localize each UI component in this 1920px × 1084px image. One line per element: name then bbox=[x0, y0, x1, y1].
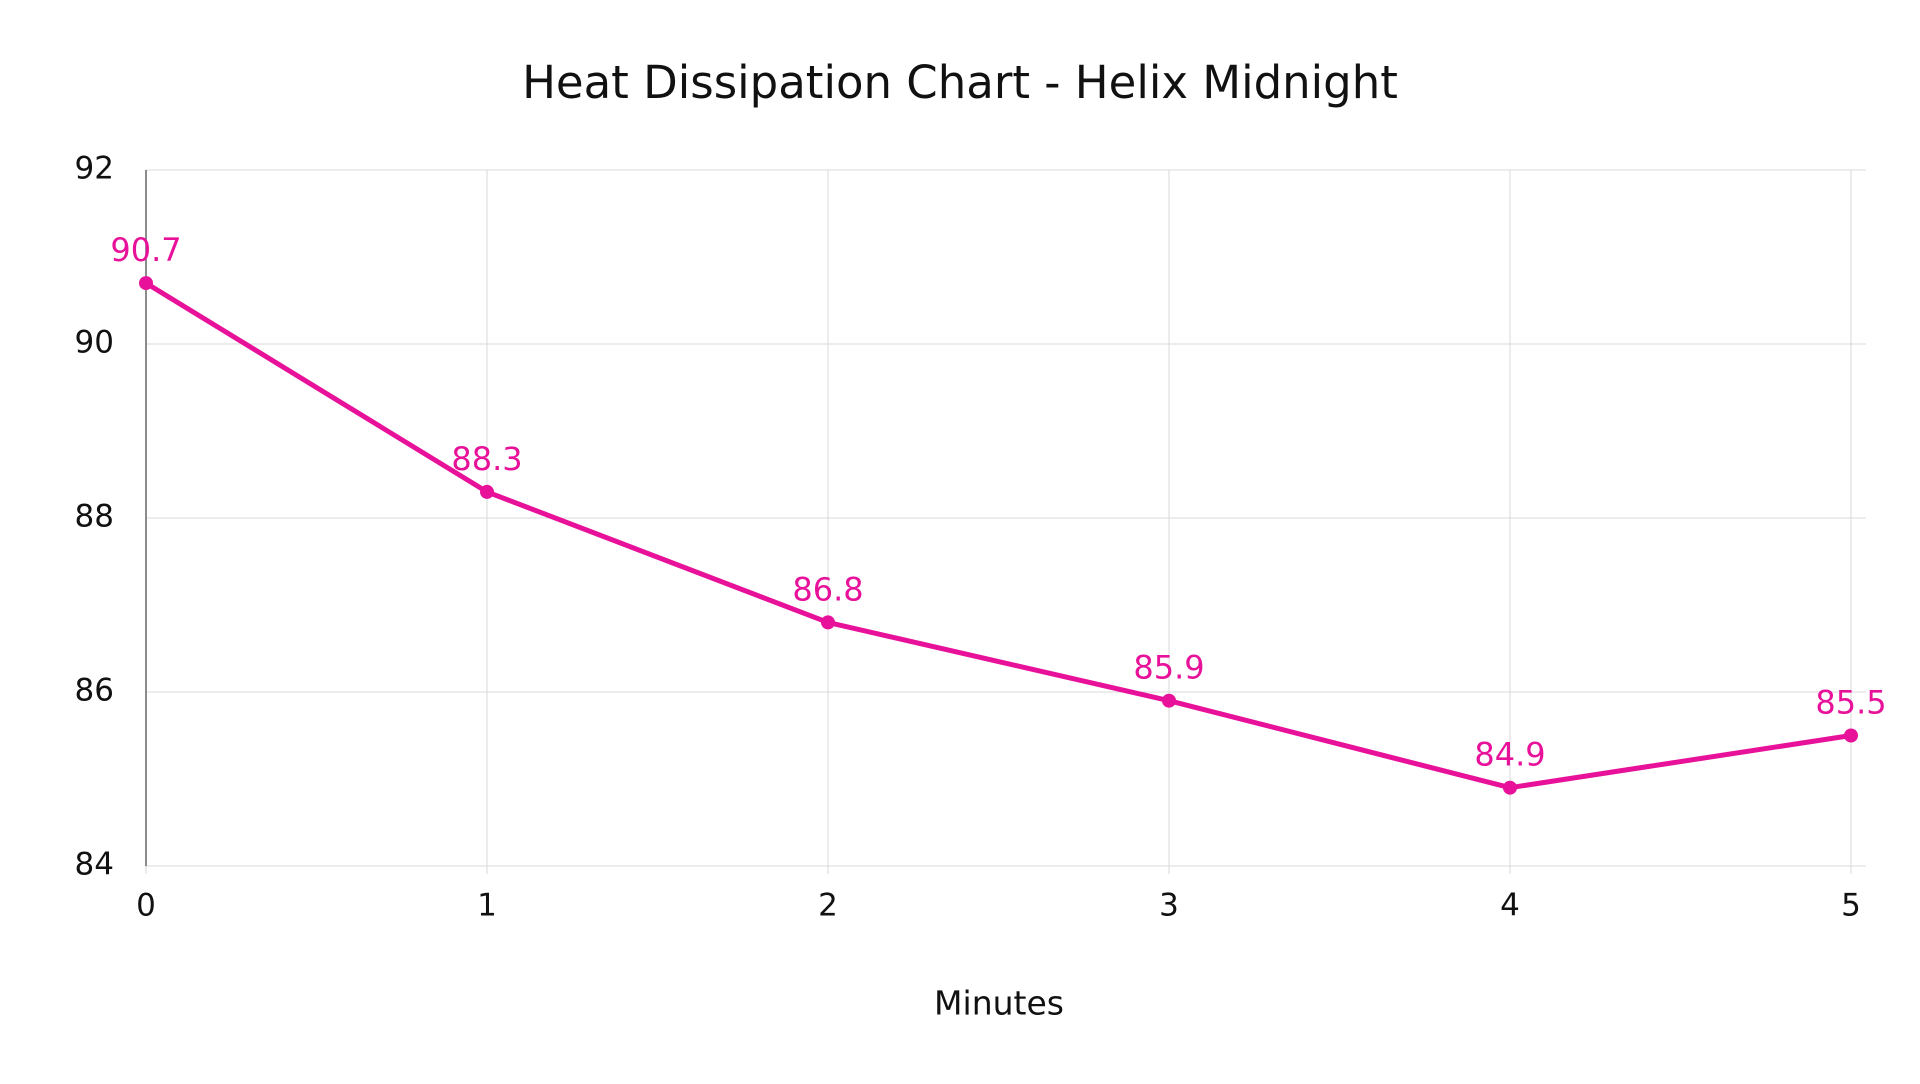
y-tick-label: 92 bbox=[75, 151, 114, 187]
y-tick-label: 84 bbox=[75, 847, 114, 883]
data-point bbox=[821, 615, 835, 630]
x-tick-label: 1 bbox=[477, 888, 497, 924]
y-tick-label: 86 bbox=[75, 673, 114, 709]
data-label: 90.7 bbox=[110, 231, 181, 269]
x-tick-label: 4 bbox=[1500, 888, 1520, 924]
data-point bbox=[1503, 780, 1517, 795]
x-tick-label: 3 bbox=[1159, 888, 1179, 924]
x-axis-label: Minutes bbox=[934, 984, 1064, 1023]
y-tick-label: 88 bbox=[75, 499, 114, 535]
data-label: 88.3 bbox=[451, 440, 522, 478]
data-point bbox=[1162, 693, 1176, 708]
x-tick-label: 0 bbox=[136, 888, 156, 924]
data-label: 84.9 bbox=[1474, 736, 1545, 774]
y-tick-label: 90 bbox=[75, 325, 114, 361]
data-line bbox=[144, 280, 1852, 791]
data-point bbox=[139, 276, 153, 291]
x-tick-label: 2 bbox=[818, 888, 838, 924]
data-label: 86.8 bbox=[792, 570, 863, 608]
x-tick-label: 5 bbox=[1841, 888, 1861, 924]
chart-title: Heat Dissipation Chart - Helix Midnight bbox=[522, 56, 1398, 109]
data-point bbox=[480, 484, 494, 499]
data-label: 85.9 bbox=[1133, 649, 1204, 687]
data-point bbox=[1844, 728, 1858, 743]
data-label: 85.5 bbox=[1815, 684, 1886, 722]
